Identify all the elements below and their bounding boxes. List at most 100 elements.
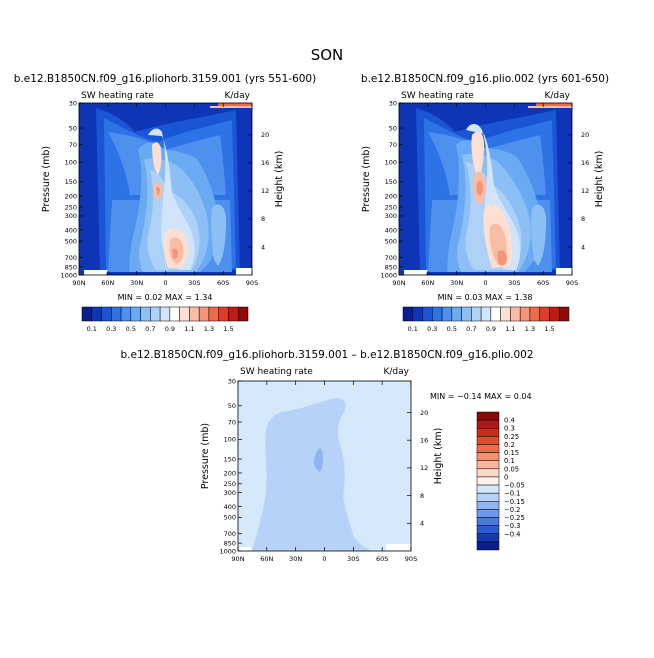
- colorbar-label: 0.1: [87, 325, 97, 333]
- panel-2-ytick-label: 1000: [380, 271, 397, 279]
- panel-3-y2label: Height (km): [433, 428, 444, 485]
- colorbar-swatch: [476, 452, 500, 461]
- panel-1-field-label: SW heating rate: [81, 91, 154, 101]
- panel-1-xtick-label: 60N: [101, 279, 114, 287]
- panel-2-ytick-label: 100: [385, 158, 397, 166]
- colorbar-label: −0.1: [504, 490, 521, 498]
- panel-3-ytick-label: 30: [228, 377, 236, 385]
- colorbar-swatch: [159, 306, 171, 322]
- panel-2-stats: MIN = 0.03 MAX = 1.38: [438, 293, 533, 302]
- panel-3-xtick-label: 90S: [405, 555, 417, 563]
- colorbar-swatch: [519, 306, 531, 322]
- panel-1-ytick-label: 700: [65, 254, 77, 262]
- panel-3-ylabel: Pressure (mb): [200, 423, 211, 489]
- panel-1-xtick-label: 90S: [246, 279, 258, 287]
- colorbar-swatch: [81, 306, 93, 322]
- panel-1-y2tick-label: 16: [261, 159, 269, 167]
- panel-2-y2tick-label: 8: [581, 215, 585, 223]
- panel-3-xtick-label: 60S: [376, 555, 388, 563]
- panel-3-ytick-label: 100: [224, 436, 236, 444]
- panel-2-contours: [399, 103, 572, 275]
- panel-3-ytick-label: 850: [224, 539, 236, 547]
- colorbar-label: 0.7: [466, 325, 476, 333]
- colorbar-swatch: [130, 306, 141, 322]
- colorbar-swatch: [476, 533, 500, 543]
- colorbar-swatch: [451, 306, 462, 322]
- panel-1-xtick-label: 30N: [130, 279, 143, 287]
- panel-1-contours: [79, 103, 252, 275]
- panel-2-ytick-label: 200: [385, 192, 397, 200]
- colorbar-label: 0.7: [145, 325, 155, 333]
- colorbar-label: 0.4: [504, 417, 515, 425]
- colorbar-label: 0.3: [427, 325, 437, 333]
- colorbar-label: −0.05: [504, 482, 525, 490]
- panel-1-ytick-label: 1000: [60, 271, 77, 279]
- page-title: SON: [311, 46, 344, 64]
- panel-1-ytick-label: 30: [69, 99, 77, 107]
- colorbar-swatch: [500, 306, 511, 322]
- panel-1-y2tick-label: 12: [261, 187, 269, 195]
- panel-3-y2tick-label: 16: [420, 436, 428, 444]
- panel-2-xtick-label: 30S: [508, 279, 520, 287]
- panel-1-xtick-label: 0: [163, 279, 167, 287]
- colorbar-panel-1: 0.1 0.3 0.5 0.7 0.9 1.1 1.3 1.5: [81, 306, 249, 333]
- colorbar-swatch: [189, 306, 200, 322]
- panel-3-field-label: SW heating rate: [240, 367, 313, 377]
- panel-1-ylabel: Pressure (mb): [41, 146, 52, 212]
- colorbar-swatch: [150, 306, 161, 322]
- panel-2-ytick-label: 250: [385, 203, 397, 211]
- panel-3-axes: 90N 60N 30N 0 30S 60S 90S 30 50 70 100 150 200 250300…: [200, 377, 444, 563]
- panel-3-ytick-label: 70: [228, 418, 236, 426]
- panel-2-xtick-label: 60N: [421, 279, 434, 287]
- panel-3-ytick-label: 1000: [219, 547, 236, 555]
- colorbar-swatch: [402, 306, 414, 322]
- panel-1-ytick-label: 500: [65, 237, 77, 245]
- colorbar-swatch: [476, 509, 500, 518]
- colorbar-swatch: [412, 306, 423, 322]
- panel-1-ytick-label: 400: [65, 226, 77, 234]
- colorbar-swatch: [476, 419, 500, 429]
- colorbar-swatch: [490, 306, 501, 322]
- panel-2-y2tick-label: 12: [581, 187, 589, 195]
- colorbar-swatch: [480, 306, 492, 322]
- panel-1-xtick-label: 30S: [188, 279, 200, 287]
- colorbar-label: 1.5: [544, 325, 554, 333]
- colorbar-swatch: [169, 306, 180, 322]
- colorbar-swatch: [140, 306, 151, 322]
- colorbar-swatch: [558, 306, 570, 322]
- panel-2-ytick-label: 850: [385, 263, 397, 271]
- colorbar-swatch: [476, 427, 500, 437]
- panel-3-xtick-label: 30S: [347, 555, 359, 563]
- panel-2-ytick-label: 500: [385, 237, 397, 245]
- panel-1-ytick-label: 50: [69, 124, 77, 132]
- panel-2-ytick-label: 300: [385, 212, 397, 220]
- panel-2-axes: 90N 60N 30N 0 30S 60S 90S 30 50 70 100 150 200 250300…: [361, 99, 605, 287]
- panel-3-ytick-label: 250: [224, 480, 236, 488]
- panel-1-xtick-label: 90N: [72, 279, 85, 287]
- colorbar-swatch: [422, 306, 433, 322]
- panel-2-ytick-label: 700: [385, 254, 397, 262]
- colorbar-swatch: [476, 436, 500, 445]
- colorbar-swatch: [237, 306, 249, 322]
- panel-2-units-label: K/day: [545, 91, 571, 101]
- panel-3-units-label: K/day: [384, 367, 410, 377]
- panel-3-contours: [238, 381, 411, 551]
- panel-2-ytick-label: 150: [385, 178, 397, 186]
- panel-2-y2tick-label: 4: [581, 243, 585, 251]
- panel-1-y2tick-label: 20: [261, 131, 269, 139]
- colorbar-label: 0.15: [504, 449, 519, 457]
- panel-1-y2tick-label: 4: [261, 243, 265, 251]
- panel-2-y2tick-label: 16: [581, 159, 589, 167]
- colorbar-label: 0.3: [106, 325, 116, 333]
- panel-1-ytick-label: 300: [65, 212, 77, 220]
- colorbar-label: 1.3: [525, 325, 535, 333]
- panel-3-y2tick-label: 20: [420, 409, 428, 417]
- panel-3-ytick-label: 700: [224, 530, 236, 538]
- colorbar-label: 0: [504, 473, 508, 481]
- panel-3-ytick-label: 300: [224, 489, 236, 497]
- colorbar-swatch: [120, 306, 132, 322]
- colorbar-swatch: [461, 306, 472, 322]
- colorbar-swatch: [476, 411, 500, 421]
- panel-3-xtick-label: 0: [322, 555, 326, 563]
- colorbar-label: 0.1: [504, 457, 515, 465]
